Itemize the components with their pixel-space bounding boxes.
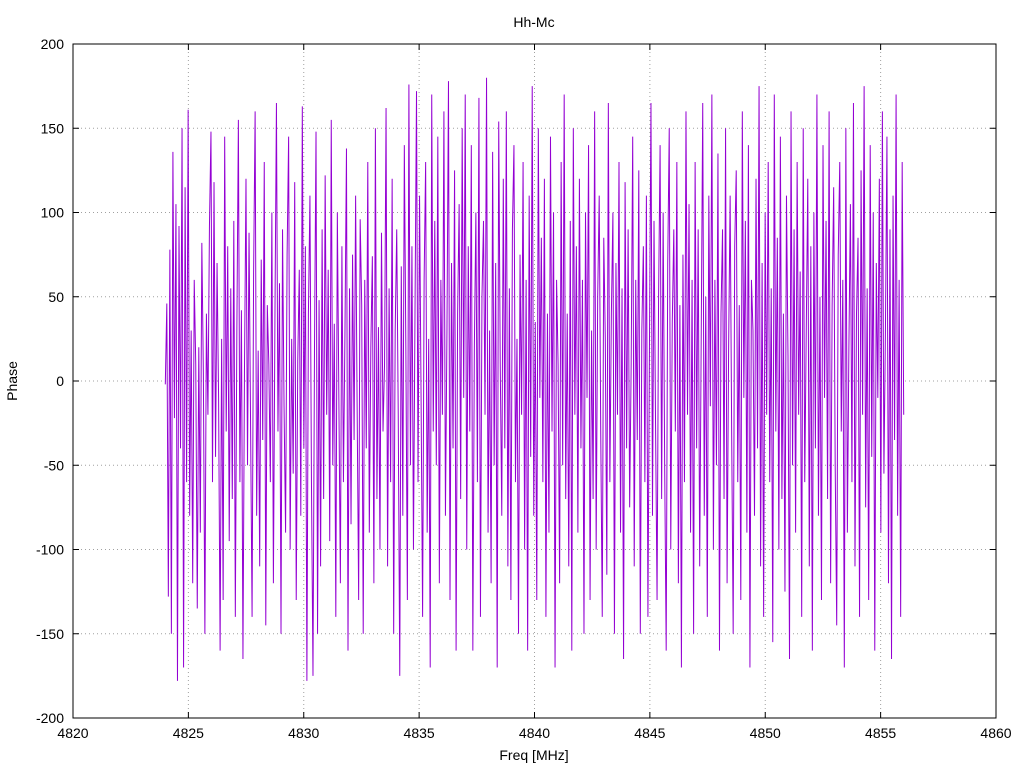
y-tick-label: -50 xyxy=(44,457,64,473)
x-tick-label: 4850 xyxy=(750,725,781,741)
series-layer xyxy=(164,77,905,681)
y-axis-label: Phase xyxy=(4,361,20,401)
x-tick-label: 4840 xyxy=(519,725,550,741)
y-tick-label: -150 xyxy=(36,626,64,642)
x-tick-label: 4835 xyxy=(404,725,435,741)
y-tick-label: 100 xyxy=(41,205,65,221)
y-tick-label: 200 xyxy=(41,36,65,52)
y-tick-label: 0 xyxy=(56,373,64,389)
y-tick-label: 50 xyxy=(48,289,64,305)
x-tick-label: 4825 xyxy=(173,725,204,741)
y-tick-label: 150 xyxy=(41,120,65,136)
y-tick-label: -200 xyxy=(36,710,64,726)
y-tick-label: -100 xyxy=(36,542,64,558)
x-tick-labels: 4820 4825 4830 4835 4840 4845 4850 4855 4860 xyxy=(57,725,1011,741)
chart-title: Hh-Mc xyxy=(513,14,554,30)
x-tick-label: 4845 xyxy=(634,725,665,741)
x-tick-label: 4860 xyxy=(980,725,1011,741)
phase-series-line xyxy=(164,77,905,681)
x-tick-label: 4830 xyxy=(288,725,319,741)
x-tick-label: 4855 xyxy=(865,725,896,741)
axis-ticks xyxy=(72,43,997,719)
x-tick-label: 4820 xyxy=(57,725,88,741)
y-tick-labels: -200 -150 -100 -50 0 50 100 150 200 xyxy=(36,36,64,726)
x-axis-label: Freq [MHz] xyxy=(499,747,568,763)
